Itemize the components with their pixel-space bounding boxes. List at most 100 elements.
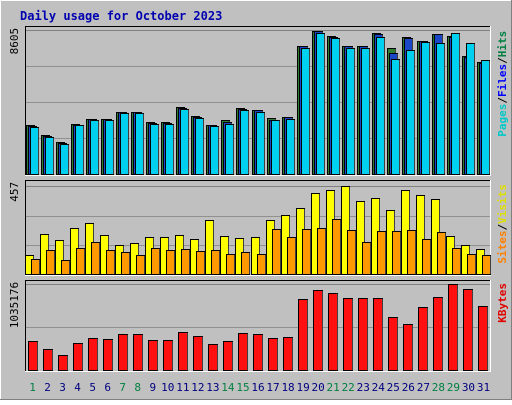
bar-sites-day-3: [61, 260, 70, 275]
bar-pages-day-6: [105, 120, 114, 175]
legend-item-hits: Hits: [496, 31, 509, 58]
bar-kbytes-day-27: [418, 307, 428, 371]
bar-pages-day-18: [286, 119, 295, 175]
bar-pages-day-12: [195, 118, 204, 175]
bar-kbytes-day-9: [148, 340, 158, 371]
bar-kbytes-day-29: [448, 284, 458, 371]
legend-visits-sites: Sites/Visits: [496, 184, 509, 264]
bar-sites-day-18: [287, 237, 296, 275]
bar-sites-day-25: [392, 231, 401, 275]
bar-pages-day-20: [316, 33, 325, 175]
bar-sites-day-21: [332, 219, 341, 275]
x-tick-day-12: 12: [191, 381, 204, 394]
bar-pages-day-21: [331, 38, 340, 175]
bar-pages-day-5: [90, 120, 99, 175]
bar-sites-day-31: [482, 255, 491, 275]
bar-kbytes-day-26: [403, 324, 413, 371]
bar-kbytes-day-15: [238, 333, 248, 371]
bar-kbytes-day-28: [433, 297, 443, 371]
bar-kbytes-day-24: [373, 298, 383, 371]
bar-sites-day-26: [407, 230, 416, 275]
x-tick-day-18: 18: [281, 381, 294, 394]
bar-pages-day-7: [120, 113, 129, 175]
bar-pages-day-30: [466, 43, 475, 175]
legend-separator: /: [496, 223, 509, 230]
panel-visits-sites: 457 Sites/Visits: [8, 180, 509, 276]
bar-kbytes-day-14: [223, 341, 233, 371]
x-tick-day-2: 2: [44, 381, 51, 394]
x-tick-day-8: 8: [134, 381, 141, 394]
bar-sites-day-1: [31, 259, 40, 275]
bar-kbytes-day-10: [163, 340, 173, 371]
x-tick-day-6: 6: [104, 381, 111, 394]
x-tick-day-7: 7: [119, 381, 126, 394]
panel-max-label: 457: [8, 182, 21, 202]
bar-pages-day-23: [361, 48, 370, 175]
x-tick-day-17: 17: [266, 381, 279, 394]
bar-pages-day-2: [45, 137, 54, 175]
bar-pages-day-31: [481, 60, 490, 175]
bar-sites-day-9: [151, 248, 160, 275]
bar-pages-day-22: [346, 48, 355, 175]
bar-sites-day-12: [196, 251, 205, 275]
x-tick-day-16: 16: [251, 381, 264, 394]
x-tick-day-10: 10: [161, 381, 174, 394]
chart-title: Daily usage for October 2023: [20, 9, 222, 23]
bar-sites-day-16: [257, 254, 266, 275]
bar-kbytes-day-18: [283, 337, 293, 371]
bar-kbytes-day-8: [133, 334, 143, 371]
bar-pages-day-17: [271, 120, 280, 175]
bar-kbytes-day-25: [388, 317, 398, 371]
x-tick-day-14: 14: [221, 381, 235, 394]
x-tick-day-19: 19: [296, 381, 309, 394]
bar-pages-day-11: [180, 109, 189, 175]
bar-pages-day-15: [240, 110, 249, 175]
legend-item-visits: Visits: [496, 184, 509, 224]
bar-sites-day-2: [46, 250, 55, 275]
legend-text-hits-files-pages: Pages/Files/Hits: [496, 31, 509, 137]
legend-item-sites: Sites: [496, 230, 509, 263]
bar-pages-day-13: [210, 126, 219, 175]
legend-separator: /: [496, 57, 509, 64]
x-tick-day-5: 5: [89, 381, 96, 394]
bar-sites-day-19: [302, 229, 311, 275]
bar-sites-day-27: [422, 239, 431, 275]
x-axis-labels: 1 2 3 4 5 6 7 8 9 10 11 12 13 14 15 16 17 18 19 20 21 22 23 24 2…: [29, 381, 490, 394]
bar-pages-day-24: [376, 37, 385, 175]
bar-sites-day-8: [136, 255, 145, 275]
bar-kbytes-day-21: [328, 293, 338, 371]
bar-kbytes-day-19: [298, 299, 308, 371]
bar-pages-day-29: [451, 33, 460, 175]
bar-sites-day-5: [91, 242, 100, 275]
x-tick-day-15: 15: [236, 381, 249, 394]
x-tick-day-22: 22: [342, 381, 355, 394]
bar-kbytes-day-20: [313, 290, 323, 371]
bar-kbytes-day-22: [343, 298, 353, 371]
bar-sites-day-29: [452, 248, 461, 275]
bar-kbytes-day-7: [118, 334, 128, 371]
bar-sites-day-6: [106, 250, 115, 275]
bar-sites-day-4: [76, 248, 85, 275]
bar-sites-day-20: [317, 228, 326, 275]
bar-kbytes-day-13: [208, 344, 218, 371]
chart-panels: 8605Pages/Files/Hits457Sites/Visits10351…: [8, 26, 509, 372]
panel-kbytes: 1035176 KBytes: [8, 280, 509, 372]
x-tick-day-29: 29: [447, 381, 460, 394]
bar-sites-day-15: [241, 252, 250, 275]
x-tick-day-31: 31: [477, 381, 490, 394]
legend-item-pages: Pages: [496, 104, 509, 137]
bar-kbytes-day-6: [103, 339, 113, 371]
x-tick-day-21: 21: [327, 381, 340, 394]
bar-kbytes-day-2: [43, 349, 53, 371]
x-tick-day-3: 3: [59, 381, 66, 394]
x-tick-day-11: 11: [176, 381, 189, 394]
panel-max-label: 1035176: [8, 282, 21, 328]
bar-kbytes-day-3: [58, 355, 68, 371]
bar-pages-day-26: [406, 50, 415, 175]
bar-kbytes-day-23: [358, 298, 368, 371]
bar-kbytes-day-4: [73, 343, 83, 371]
bar-kbytes-day-5: [88, 338, 98, 371]
